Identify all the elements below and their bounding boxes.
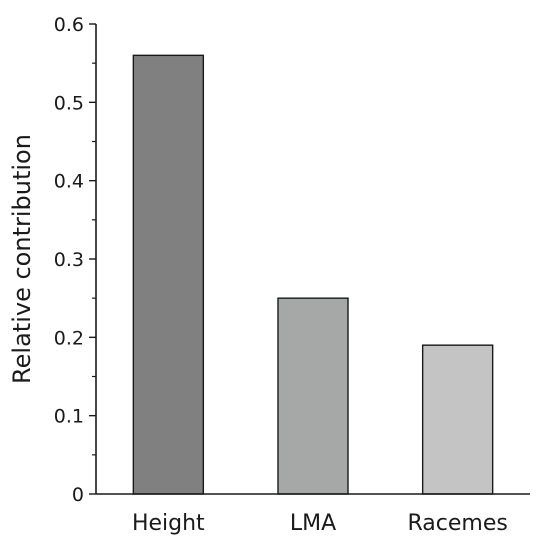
x-labels-group: Height LMA Racemes (132, 511, 508, 536)
y-tick-label: 0.6 (54, 14, 84, 36)
y-tick-label: 0 (72, 484, 84, 506)
bar-height (132, 54, 205, 495)
y-tick-label: 0.3 (54, 249, 84, 271)
y-ticks-group: 0 0.1 0.2 0.3 0.4 0.5 0.6 (54, 14, 96, 506)
y-tick-label: 0.2 (54, 327, 84, 349)
y-axis-title: Relative contribution (8, 134, 36, 384)
x-tick-label-racemes: Racemes (407, 511, 507, 536)
y-tick-label: 0.5 (54, 92, 84, 114)
y-tick-label: 0.1 (54, 406, 84, 428)
x-tick-label-height: Height (132, 511, 205, 536)
bars-group (132, 54, 494, 495)
y-tick-label: 0.4 (54, 171, 84, 193)
bar-lma (277, 297, 349, 495)
x-tick-label-lma: LMA (290, 511, 336, 536)
bar-racemes (421, 344, 494, 495)
